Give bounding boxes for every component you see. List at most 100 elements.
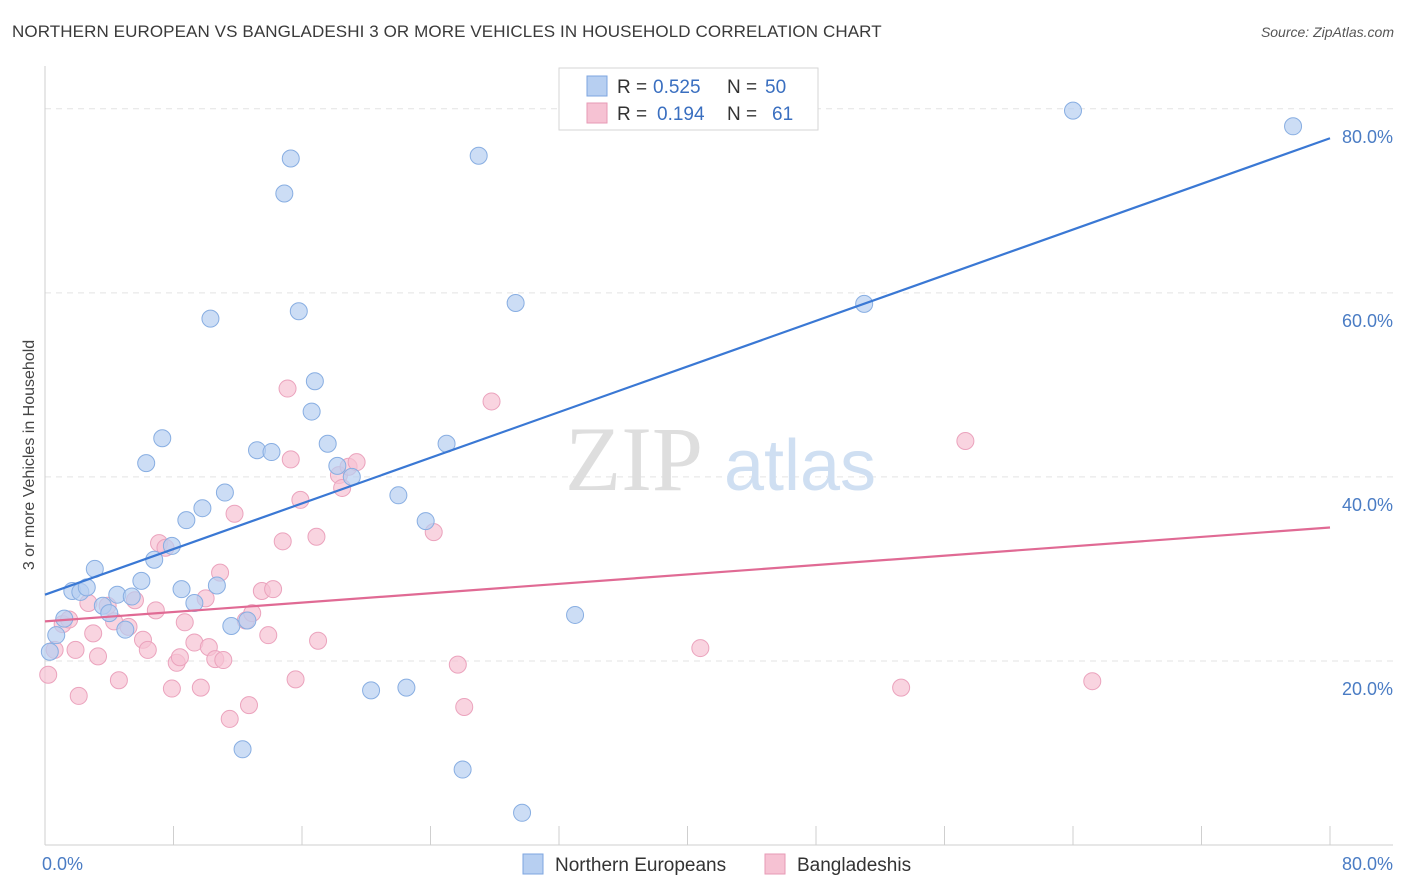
legend-r-value-pink: 0.194 (657, 104, 705, 125)
data-point-bangladeshi (214, 651, 233, 670)
legend-r-label-pink: R = (617, 104, 647, 125)
data-point-bangladeshi (278, 379, 297, 398)
data-point-northern-european (1064, 101, 1082, 120)
data-point-bangladeshi (307, 527, 326, 546)
data-point-northern-european (215, 483, 234, 502)
x-tick-label-max: 80.0% (1342, 854, 1393, 874)
data-point-bangladeshi (259, 626, 278, 645)
data-point-bangladeshi (89, 647, 108, 666)
legend-n-label-pink: N = (727, 104, 757, 125)
data-point-northern-european (153, 429, 172, 448)
data-point-bangladeshi (66, 640, 85, 659)
data-point-bangladeshi (39, 665, 58, 684)
data-point-northern-european (193, 499, 212, 518)
data-point-bangladeshi (175, 613, 194, 632)
data-point-northern-european (262, 443, 281, 462)
data-point-bangladeshi (286, 670, 305, 689)
data-point-northern-european (275, 184, 294, 203)
data-point-northern-european (100, 604, 119, 623)
chart-title: NORTHERN EUROPEAN VS BANGLADESHI 3 OR MO… (12, 22, 882, 41)
data-point-northern-european (506, 293, 525, 312)
data-point-northern-european (305, 372, 324, 391)
data-point-bangladeshi (170, 648, 189, 667)
data-point-northern-european (397, 678, 416, 697)
data-point-bangladeshi (109, 671, 128, 690)
trend-lines (44, 137, 1331, 623)
data-point-bangladeshi (273, 532, 292, 551)
watermark-zip: ZIP (565, 408, 703, 510)
data-point-northern-european (172, 580, 191, 599)
data-point-northern-european (207, 576, 226, 595)
data-point-bangladeshi (455, 697, 474, 716)
source-label: Source: ZipAtlas.com (1260, 24, 1394, 40)
data-point-bangladeshi (448, 655, 467, 674)
northern-europeans-points (40, 101, 1303, 822)
data-point-northern-european (40, 642, 59, 661)
data-point-northern-european (238, 611, 257, 630)
y-tick-label: 20.0% (1342, 679, 1393, 699)
data-point-northern-european (389, 486, 408, 505)
bottom-legend-label-pink: Bangladeshis (797, 855, 911, 876)
data-point-northern-european (416, 512, 435, 531)
data-point-northern-european (302, 402, 321, 421)
bottom-legend-swatch-pink (764, 853, 786, 875)
data-point-bangladeshi (84, 624, 103, 643)
data-point-northern-european (289, 302, 308, 321)
data-point-northern-european (122, 587, 141, 606)
legend-swatch-blue (586, 75, 608, 97)
data-point-northern-european (362, 681, 381, 700)
legend-r-label-blue: R = (617, 77, 647, 98)
data-point-northern-european (185, 593, 204, 612)
trend-line-bangladeshis (44, 526, 1331, 623)
data-point-northern-european (233, 740, 252, 759)
legend-swatch-pink (586, 102, 608, 124)
data-point-northern-european (201, 309, 220, 328)
data-point-bangladeshi (482, 392, 501, 411)
data-point-northern-european (47, 626, 66, 645)
data-point-bangladeshi (138, 640, 157, 659)
data-point-bangladeshi (146, 601, 165, 620)
data-point-bangladeshi (239, 696, 258, 715)
data-point-northern-european (1284, 117, 1303, 136)
data-point-northern-european (177, 511, 196, 530)
grid-lines (45, 108, 1393, 662)
data-point-northern-european (281, 149, 300, 168)
data-point-bangladeshi (69, 686, 88, 705)
axes (44, 66, 1393, 846)
data-point-northern-european (132, 571, 151, 590)
data-point-northern-european (137, 454, 156, 473)
data-point-bangladeshi (309, 631, 328, 650)
data-point-northern-european (453, 760, 472, 779)
y-axis-label: 3 or more Vehicles in Household (21, 340, 38, 570)
data-point-bangladeshi (281, 450, 300, 469)
legend-n-label-blue: N = (727, 77, 757, 98)
data-point-bangladeshi (220, 709, 239, 728)
data-point-northern-european (328, 456, 347, 475)
bottom-legend-swatch-blue (522, 853, 544, 875)
legend-n-value-blue: 50 (765, 77, 786, 98)
trend-line-northern-europeans (44, 137, 1331, 596)
data-point-northern-european (222, 616, 241, 635)
bottom-legend: Northern Europeans Bangladeshis (522, 853, 911, 876)
y-tick-label: 60.0% (1342, 311, 1393, 331)
data-point-bangladeshi (892, 678, 911, 697)
legend-n-value-pink: 61 (772, 104, 793, 125)
watermark-atlas: atlas (724, 426, 876, 506)
data-point-bangladeshi (162, 679, 181, 698)
x-tick-label-min: 0.0% (42, 854, 83, 874)
data-point-northern-european (513, 803, 532, 822)
legend-r-value-blue: 0.525 (653, 77, 701, 98)
data-point-northern-european (566, 605, 585, 624)
data-point-northern-european (116, 620, 135, 639)
y-tick-labels: 20.0% 40.0% 60.0% 80.0% (1342, 127, 1393, 699)
data-point-bangladeshi (225, 504, 244, 523)
y-tick-label: 40.0% (1342, 495, 1393, 515)
y-tick-label: 80.0% (1342, 127, 1393, 147)
data-point-bangladeshi (191, 678, 210, 697)
data-point-northern-european (469, 146, 488, 165)
legend: R = 0.525 N = 50 R = 0.194 N = 61 (558, 67, 819, 131)
data-point-bangladeshi (956, 432, 975, 451)
data-point-bangladeshi (264, 580, 283, 599)
bottom-legend-label-blue: Northern Europeans (555, 855, 726, 876)
